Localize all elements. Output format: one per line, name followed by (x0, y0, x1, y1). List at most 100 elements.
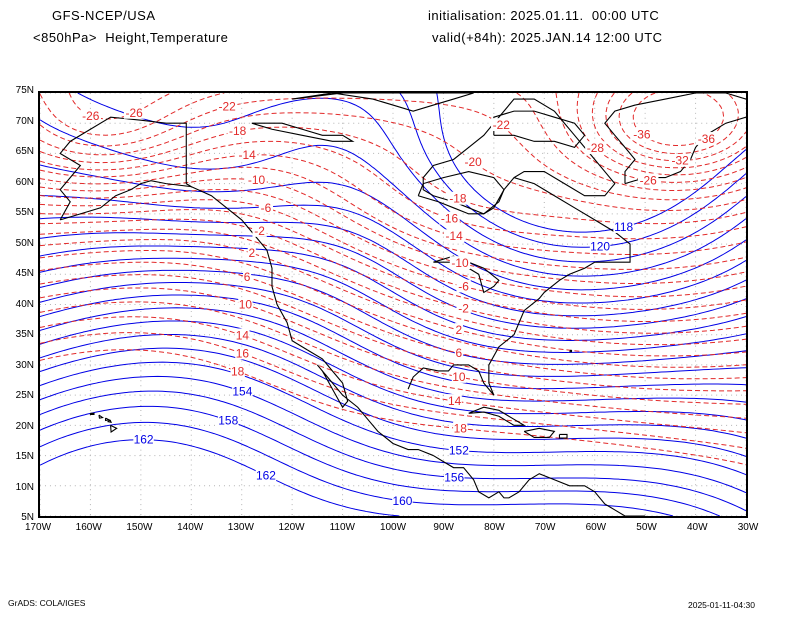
svg-text:-6: -6 (458, 280, 469, 294)
svg-text:18: 18 (454, 422, 468, 436)
lat-tick-25N: 25N (15, 390, 34, 401)
valid-time: valid(+84h): 2025.JAN.14 12:00 UTC (432, 30, 663, 45)
lon-tick-160W: 160W (75, 522, 102, 533)
contour-label: 6 (243, 270, 252, 284)
svg-text:152: 152 (449, 443, 469, 457)
svg-text:-16: -16 (441, 212, 459, 226)
contour-line (606, 93, 746, 161)
contour-line (40, 155, 746, 255)
svg-text:-18: -18 (449, 192, 467, 206)
contour-line (40, 295, 746, 389)
coastline (252, 123, 353, 141)
coastline (408, 99, 630, 395)
contour-line (40, 195, 746, 303)
contour-label: -18 (447, 192, 469, 206)
contour-label: -28 (585, 141, 606, 155)
contour-label: -36 (631, 127, 653, 141)
contour-line (40, 440, 399, 516)
svg-text:118: 118 (614, 220, 633, 234)
lat-tick-20N: 20N (15, 420, 34, 432)
contour-line (592, 93, 746, 168)
contour-line (40, 200, 746, 310)
coastline (99, 415, 103, 418)
svg-text:14: 14 (448, 394, 462, 408)
lon-tick-90W: 90W (433, 522, 454, 533)
lat-tick-15N: 15N (15, 451, 34, 462)
contour-line (437, 93, 746, 232)
contour-line (40, 229, 746, 344)
svg-text:-10: -10 (248, 173, 266, 187)
contour-line (40, 210, 746, 322)
contour-label: -16 (439, 212, 460, 226)
contour-line (40, 270, 746, 364)
model-title: GFS-NCEP/USA (52, 8, 156, 23)
svg-text:120: 120 (590, 240, 610, 254)
lon-tick-60W: 60W (585, 522, 607, 533)
contour-line (40, 362, 746, 475)
lat-tick-45N: 45N (15, 268, 34, 279)
contour-label: 162 (255, 469, 276, 483)
svg-text:10: 10 (452, 370, 466, 384)
contour-line (40, 120, 746, 276)
svg-text:156: 156 (444, 470, 464, 484)
lon-tick-70W: 70W (534, 522, 556, 533)
contour-line (40, 275, 746, 391)
contour-label: 18 (230, 364, 245, 378)
contour-label: 6 (454, 346, 463, 360)
lon-tick-110W: 110W (329, 522, 355, 533)
coastline (307, 350, 433, 456)
contour-line (40, 302, 746, 418)
svg-text:-26: -26 (82, 109, 100, 123)
contour-line (40, 167, 746, 269)
svg-text:154: 154 (232, 385, 252, 399)
contour-line (40, 217, 746, 316)
contour-line (40, 246, 746, 341)
contour-label: 14 (235, 328, 250, 342)
contour-label: 10 (451, 370, 467, 384)
contour-label: 120 (589, 240, 610, 254)
svg-text:-36: -36 (633, 127, 651, 141)
contour-line (40, 219, 746, 333)
contour-line (40, 283, 746, 377)
svg-text:-26: -26 (640, 173, 658, 187)
svg-text:2: 2 (248, 246, 255, 260)
contour-label: -6 (258, 201, 274, 215)
svg-text:2: 2 (456, 323, 463, 337)
initialisation-time: initialisation: 2025.01.11. 00:00 UTC (428, 8, 660, 23)
contour-label: -32 (669, 154, 691, 168)
contour-label: -6 (456, 280, 471, 294)
contour-line (40, 288, 746, 404)
coastline (494, 111, 585, 147)
coastline (108, 420, 111, 422)
lon-tick-150W: 150W (126, 522, 153, 533)
contour-line (40, 333, 746, 449)
coastline (90, 413, 94, 414)
lat-tick-55N: 55N (15, 207, 34, 218)
lon-tick-50W: 50W (636, 522, 657, 533)
svg-text:10: 10 (239, 297, 253, 311)
svg-text:-2: -2 (458, 302, 469, 316)
lat-tick-50N: 50N (15, 237, 34, 249)
contour-label: 162 (133, 433, 154, 447)
svg-text:162: 162 (134, 433, 154, 447)
contour-line (40, 350, 746, 465)
svg-text:162: 162 (256, 469, 276, 483)
contour-label: 160 (392, 494, 413, 508)
contour-label: -20 (462, 155, 484, 169)
contour-line (69, 93, 171, 119)
coastline (111, 425, 117, 432)
coastline (570, 350, 571, 351)
coastline (433, 456, 594, 498)
coastline (418, 172, 504, 214)
coastline (60, 181, 307, 350)
contour-label: -26 (123, 106, 145, 120)
lon-tick-80W: 80W (484, 522, 505, 533)
coastline (292, 93, 473, 111)
lat-tick-60N: 60N (15, 176, 34, 188)
lon-tick-40W: 40W (687, 522, 708, 533)
contour-label: 152 (448, 443, 469, 457)
contour-line (40, 422, 673, 516)
svg-text:-36: -36 (698, 132, 716, 146)
contour-line (40, 348, 746, 456)
svg-text:160: 160 (392, 494, 412, 508)
